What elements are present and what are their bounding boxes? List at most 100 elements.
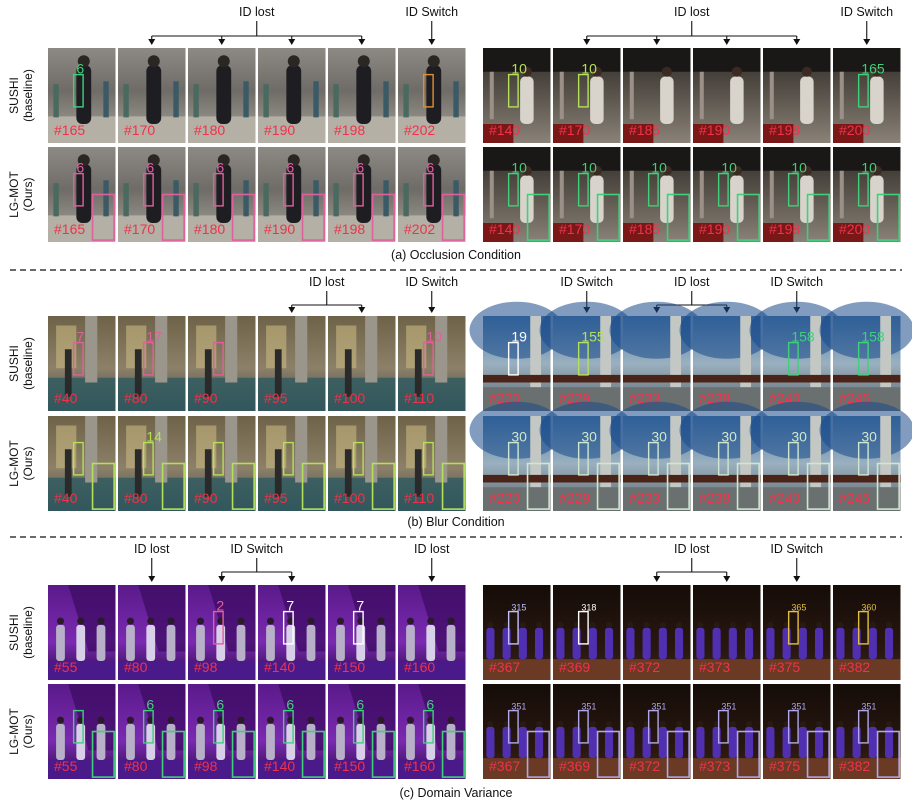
frame-number: #372 bbox=[629, 758, 660, 774]
zoom-inset bbox=[806, 730, 830, 778]
frame-number: #238 bbox=[699, 490, 730, 506]
ours-row: 351 #367 351 #369 351 #372 351 #373 351 #375 351 #3… bbox=[483, 684, 901, 779]
track-box bbox=[212, 172, 224, 207]
zoom-inset bbox=[526, 193, 550, 241]
annotation-label: ID Switch bbox=[770, 542, 823, 556]
zoom-inset bbox=[596, 730, 620, 778]
arrow-head bbox=[723, 576, 731, 582]
frame-tile: 365 #375 bbox=[763, 585, 831, 680]
frame-number: #382 bbox=[839, 659, 870, 675]
track-box bbox=[352, 709, 364, 744]
track-box bbox=[422, 172, 434, 207]
track-id-label: 6 bbox=[356, 160, 364, 176]
tracking-panel: ID lost ID Switch 7 #40 17 #80 #90 #95 #100 10 #11… bbox=[48, 275, 466, 511]
row-label-text: LG-MOT(Ours) bbox=[7, 440, 35, 487]
frame-tile: 158#245 bbox=[819, 301, 912, 411]
track-id-label: 318 bbox=[581, 603, 596, 613]
track-id-label: 10 bbox=[791, 160, 807, 176]
frame-number: #140 bbox=[489, 122, 520, 138]
track-box bbox=[282, 441, 294, 476]
track-id-label: 6 bbox=[286, 160, 294, 176]
annotation-label: ID Switch bbox=[230, 542, 283, 556]
track-id-label: 19 bbox=[511, 329, 527, 345]
track-box bbox=[577, 709, 589, 744]
track-id-label: 158 bbox=[791, 329, 815, 345]
ours-row: 30 #220 30 #229 30 #233 30 #238 30 #240 30 #245 bbox=[469, 401, 912, 511]
track-id-label: 351 bbox=[511, 702, 526, 712]
frame-tile: 6 #170 bbox=[118, 147, 186, 242]
track-id-label: 6 bbox=[146, 697, 154, 713]
frame-number: #375 bbox=[769, 758, 800, 774]
track-box bbox=[647, 441, 659, 476]
zoom-inset bbox=[666, 730, 690, 778]
frame-tile: 6 #180 bbox=[188, 147, 256, 242]
frame-tile: 315 #367 bbox=[483, 585, 551, 680]
zoom-inset bbox=[371, 462, 395, 510]
frame-number: #110 bbox=[404, 490, 434, 506]
row-label-text: SUSHI(baseline) bbox=[7, 337, 35, 390]
track-id-label: 30 bbox=[511, 429, 527, 445]
tracking-panel: ID lost ID Switch 6 #165 #170 #180 #190 #198 #20… bbox=[48, 5, 466, 242]
arrow-head bbox=[428, 39, 436, 45]
track-box bbox=[787, 709, 799, 744]
track-id-label: 351 bbox=[861, 702, 876, 712]
zoom-inset bbox=[91, 193, 115, 241]
track-box bbox=[507, 172, 519, 207]
track-id-label: 10 bbox=[721, 160, 737, 176]
track-box bbox=[282, 709, 294, 744]
frame-number: #150 bbox=[334, 758, 365, 774]
annotation: ID Switch bbox=[840, 5, 893, 45]
frame-tile: 318 #369 bbox=[553, 585, 621, 680]
annotation: ID Switch bbox=[770, 542, 823, 582]
arrow-head bbox=[288, 39, 296, 45]
frame-tile: #202 bbox=[398, 48, 466, 143]
zoom-inset bbox=[161, 462, 185, 510]
frame-number: #200 bbox=[839, 122, 870, 138]
figure-section: ID lost ID Switch 6 #165 #170 #180 #190 #198 #20… bbox=[7, 5, 902, 271]
track-id-label: 10 bbox=[426, 329, 442, 345]
zoom-inset bbox=[91, 462, 115, 510]
frame-tile: 10 #198 bbox=[763, 147, 831, 242]
arrow-head bbox=[288, 576, 296, 582]
track-id-label: 6 bbox=[146, 160, 154, 176]
track-id-label: 6 bbox=[286, 697, 294, 713]
track-box bbox=[142, 441, 154, 476]
frame-number: #80 bbox=[124, 390, 148, 406]
track-id-label: 10 bbox=[651, 160, 667, 176]
zoom-inset bbox=[666, 462, 690, 510]
track-id-label: 351 bbox=[791, 702, 806, 712]
frame-number: #240 bbox=[769, 490, 800, 506]
frame-number: #180 bbox=[194, 122, 225, 138]
arrow-head bbox=[358, 307, 366, 313]
frame-tile: #198 bbox=[328, 48, 396, 143]
arrow-head bbox=[148, 39, 156, 45]
row-label-text: SUSHI(baseline) bbox=[7, 69, 35, 122]
track-box bbox=[507, 709, 519, 744]
arrow-head bbox=[358, 39, 366, 45]
zoom-inset bbox=[806, 193, 830, 241]
row-label: SUSHI(baseline) bbox=[7, 606, 35, 659]
annotation-label: ID lost bbox=[239, 5, 275, 19]
track-box bbox=[422, 441, 434, 476]
frame-number: #198 bbox=[334, 122, 365, 138]
tracking-panel: ID lost ID Switch 315 #367 318 #369 #372 #373 36… bbox=[483, 542, 901, 779]
section-caption: (b) Blur Condition bbox=[407, 515, 504, 529]
frame-number: #170 bbox=[124, 122, 155, 138]
zoom-inset bbox=[91, 730, 115, 778]
zoom-inset bbox=[876, 193, 900, 241]
frame-tile: #110 bbox=[398, 416, 466, 511]
frame-tile: #185 bbox=[623, 48, 691, 143]
frame-number: #100 bbox=[334, 490, 365, 506]
zoom-inset bbox=[371, 730, 395, 778]
track-box bbox=[72, 341, 84, 376]
frame-tile: 6 #150 bbox=[328, 684, 396, 779]
zoom-inset bbox=[371, 193, 395, 241]
frame-number: #202 bbox=[404, 122, 435, 138]
arrow-head bbox=[863, 39, 871, 45]
frame-tile: 351 #375 bbox=[763, 684, 831, 779]
frame-tile: 155#229 bbox=[539, 301, 634, 411]
frame-number: #185 bbox=[629, 122, 660, 138]
